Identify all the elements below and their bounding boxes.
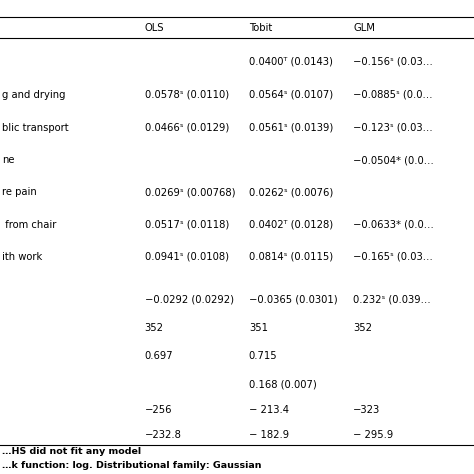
Text: 0.168 (0.007): 0.168 (0.007) — [249, 380, 317, 390]
Text: 0.0269ˢ (0.00768): 0.0269ˢ (0.00768) — [145, 187, 235, 198]
Text: blic transport: blic transport — [2, 123, 69, 133]
Text: from chair: from chair — [2, 219, 57, 230]
Text: 0.0400ᵀ (0.0143): 0.0400ᵀ (0.0143) — [249, 56, 333, 67]
Text: −323: −323 — [353, 404, 380, 415]
Text: 0.0402ᵀ (0.0128): 0.0402ᵀ (0.0128) — [249, 219, 333, 230]
Text: 352: 352 — [145, 323, 164, 333]
Text: 0.715: 0.715 — [249, 351, 277, 362]
Text: 0.0941ˢ (0.0108): 0.0941ˢ (0.0108) — [145, 252, 228, 262]
Text: GLM: GLM — [353, 23, 375, 34]
Text: −256: −256 — [145, 404, 172, 415]
Text: …HS did not fit any model: …HS did not fit any model — [2, 447, 142, 456]
Text: −0.0365 (0.0301): −0.0365 (0.0301) — [249, 294, 337, 305]
Text: −0.156ˢ (0.03…: −0.156ˢ (0.03… — [353, 56, 433, 67]
Text: −0.0292 (0.0292): −0.0292 (0.0292) — [145, 294, 234, 305]
Text: −0.0885ˢ (0.0…: −0.0885ˢ (0.0… — [353, 90, 433, 100]
Text: ne: ne — [2, 155, 15, 165]
Text: − 182.9: − 182.9 — [249, 430, 289, 440]
Text: re pain: re pain — [2, 187, 37, 198]
Text: …k function: log. Distributional family: Gaussian: …k function: log. Distributional family:… — [2, 461, 262, 470]
Text: 0.0814ˢ (0.0115): 0.0814ˢ (0.0115) — [249, 252, 333, 262]
Text: −0.0504* (0.0…: −0.0504* (0.0… — [353, 155, 434, 165]
Text: −0.0633* (0.0…: −0.0633* (0.0… — [353, 219, 434, 230]
Text: −0.165ˢ (0.03…: −0.165ˢ (0.03… — [353, 252, 433, 262]
Text: − 213.4: − 213.4 — [249, 404, 289, 415]
Text: − 295.9: − 295.9 — [353, 430, 393, 440]
Text: 0.232ˢ (0.039…: 0.232ˢ (0.039… — [353, 294, 431, 305]
Text: 0.697: 0.697 — [145, 351, 173, 362]
Text: 0.0564ˢ (0.0107): 0.0564ˢ (0.0107) — [249, 90, 333, 100]
Text: OLS: OLS — [145, 23, 164, 34]
Text: −0.123ˢ (0.03…: −0.123ˢ (0.03… — [353, 123, 433, 133]
Text: g and drying: g and drying — [2, 90, 66, 100]
Text: 352: 352 — [353, 323, 372, 333]
Text: ith work: ith work — [2, 252, 43, 262]
Text: 0.0466ˢ (0.0129): 0.0466ˢ (0.0129) — [145, 123, 229, 133]
Text: −232.8: −232.8 — [145, 430, 182, 440]
Text: 351: 351 — [249, 323, 268, 333]
Text: 0.0578ˢ (0.0110): 0.0578ˢ (0.0110) — [145, 90, 228, 100]
Text: 0.0262ˢ (0.0076): 0.0262ˢ (0.0076) — [249, 187, 333, 198]
Text: 0.0517ˢ (0.0118): 0.0517ˢ (0.0118) — [145, 219, 229, 230]
Text: Tobit: Tobit — [249, 23, 272, 34]
Text: 0.0561ˢ (0.0139): 0.0561ˢ (0.0139) — [249, 123, 333, 133]
